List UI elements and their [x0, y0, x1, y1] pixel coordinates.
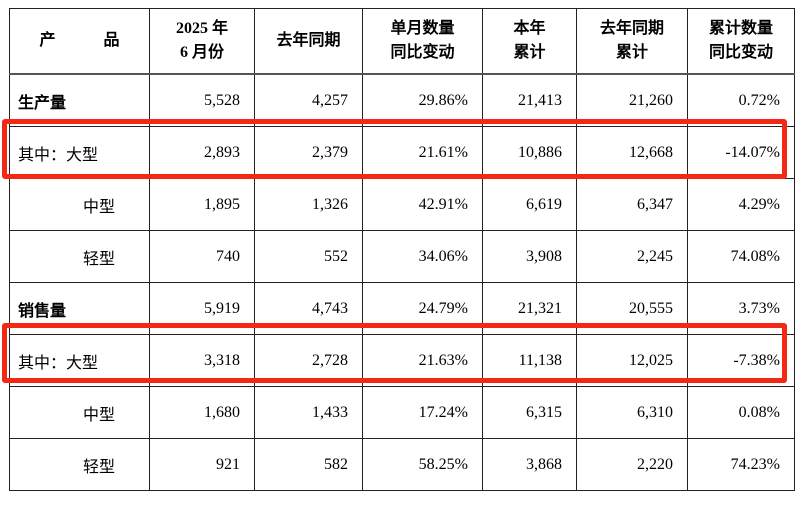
value-cell: 0.72% — [687, 73, 795, 127]
header-text: 本年 — [513, 20, 546, 37]
value-cell: 74.23% — [687, 438, 795, 491]
value-cell: 3,318 — [149, 334, 255, 387]
header-text: 累计 — [615, 44, 648, 61]
value-cell: 4.29% — [687, 178, 795, 231]
value-cell: 2,893 — [149, 126, 255, 179]
value-cell: 1,680 — [149, 386, 255, 439]
value-cell: 12,668 — [576, 126, 688, 179]
header-monthly-yoy-change: 单月数量 同比变动 — [362, 8, 483, 75]
row-label: 生产量 — [9, 73, 150, 127]
value-cell: 2,379 — [254, 126, 363, 179]
row-label: 其中：大型 — [9, 334, 150, 387]
value-cell: 552 — [254, 230, 363, 283]
row-label: 轻型 — [9, 230, 150, 283]
value-cell: 58.25% — [362, 438, 483, 491]
row-label: 中型 — [9, 386, 150, 439]
header-text: 产 品 — [39, 32, 120, 49]
value-cell: 4,743 — [254, 282, 363, 335]
row-label: 销售量 — [9, 282, 150, 335]
row-label: 中型 — [9, 178, 150, 231]
table-row-production-light: 轻型 740 552 34.06% 3,908 2,245 74.08% — [9, 230, 795, 283]
header-product: 产 品 — [9, 8, 150, 75]
value-cell: 1,326 — [254, 178, 363, 231]
value-cell: 0.08% — [687, 386, 795, 439]
value-cell: 6,619 — [482, 178, 577, 231]
value-cell: 6,310 — [576, 386, 688, 439]
value-cell: 2,245 — [576, 230, 688, 283]
value-cell: -14.07% — [687, 126, 795, 179]
header-last-year-same-period: 去年同期 — [254, 8, 363, 75]
value-cell: 21.63% — [362, 334, 483, 387]
value-cell: 21,413 — [482, 73, 577, 127]
value-cell: 42.91% — [362, 178, 483, 231]
value-cell: 11,138 — [482, 334, 577, 387]
value-cell: 3,908 — [482, 230, 577, 283]
row-label: 轻型 — [9, 438, 150, 491]
value-cell: 12,025 — [576, 334, 688, 387]
value-cell: 2,220 — [576, 438, 688, 491]
header-text: 单月数量 — [390, 20, 455, 37]
table-row-production-large: 其中：大型 2,893 2,379 21.61% 10,886 12,668 -… — [9, 126, 795, 179]
table-row-production: 生产量 5,528 4,257 29.86% 21,413 21,260 0.7… — [9, 73, 795, 127]
header-text: 去年同期 — [276, 32, 341, 49]
value-cell: 2,728 — [254, 334, 363, 387]
header-text: 去年同期 — [599, 20, 664, 37]
value-cell: 4,257 — [254, 73, 363, 127]
value-cell: 10,886 — [482, 126, 577, 179]
header-text: 累计数量 — [708, 20, 773, 37]
value-cell: 21,260 — [576, 73, 688, 127]
header-last-year-ytd-total: 去年同期 累计 — [576, 8, 688, 75]
value-cell: 21.61% — [362, 126, 483, 179]
value-cell: 74.08% — [687, 230, 795, 283]
table-row-sales-large: 其中：大型 3,318 2,728 21.63% 11,138 12,025 -… — [9, 334, 795, 387]
table-row-sales-medium: 中型 1,680 1,433 17.24% 6,315 6,310 0.08% — [9, 386, 795, 439]
value-cell: -7.38% — [687, 334, 795, 387]
header-text: 累计 — [513, 44, 546, 61]
row-label: 其中：大型 — [9, 126, 150, 179]
value-cell: 29.86% — [362, 73, 483, 127]
table-row-sales: 销售量 5,919 4,743 24.79% 21,321 20,555 3.7… — [9, 282, 795, 335]
header-text: 同比变动 — [708, 44, 773, 61]
header-text: 同比变动 — [390, 44, 455, 61]
header-current-month: 2025 年 6 月份 — [149, 8, 255, 75]
value-cell: 582 — [254, 438, 363, 491]
value-cell: 6,315 — [482, 386, 577, 439]
value-cell: 21,321 — [482, 282, 577, 335]
table-row-production-medium: 中型 1,895 1,326 42.91% 6,619 6,347 4.29% — [9, 178, 795, 231]
value-cell: 3,868 — [482, 438, 577, 491]
value-cell: 34.06% — [362, 230, 483, 283]
value-cell: 24.79% — [362, 282, 483, 335]
header-ytd-total: 本年 累计 — [482, 8, 577, 75]
value-cell: 5,919 — [149, 282, 255, 335]
table-row-sales-light: 轻型 921 582 58.25% 3,868 2,220 74.23% — [9, 438, 795, 491]
value-cell: 20,555 — [576, 282, 688, 335]
value-cell: 17.24% — [362, 386, 483, 439]
value-cell: 740 — [149, 230, 255, 283]
header-cumulative-yoy-change: 累计数量 同比变动 — [687, 8, 795, 75]
header-text: 6 月份 — [179, 44, 224, 61]
value-cell: 5,528 — [149, 73, 255, 127]
header-text: 2025 年 — [175, 20, 228, 37]
value-cell: 921 — [149, 438, 255, 491]
value-cell: 1,433 — [254, 386, 363, 439]
value-cell: 6,347 — [576, 178, 688, 231]
value-cell: 1,895 — [149, 178, 255, 231]
value-cell: 3.73% — [687, 282, 795, 335]
